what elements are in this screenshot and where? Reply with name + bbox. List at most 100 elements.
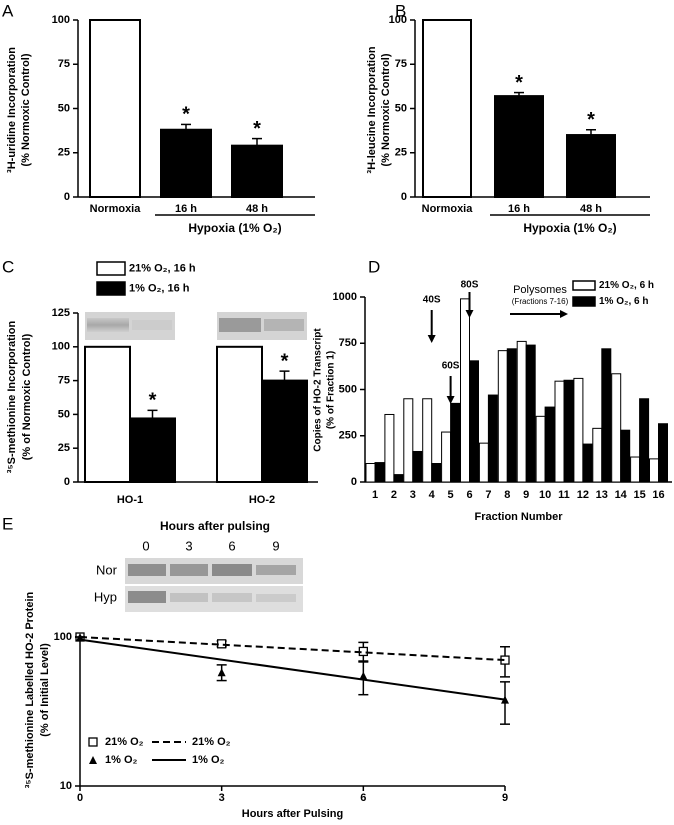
x-tick-label: 8 <box>504 489 510 501</box>
bar <box>478 442 489 483</box>
x-tick-label: 5 <box>448 489 454 501</box>
bar <box>84 345 131 483</box>
legend-swatch <box>96 261 126 276</box>
y-axis-label: Copies of HO-2 Transcript <box>313 328 324 452</box>
bar <box>160 128 212 199</box>
y-tick-label: 75 <box>395 58 407 70</box>
x-tick-label: 3 <box>219 792 225 804</box>
panel-label: D <box>368 257 380 276</box>
legend-label: 21% O₂, 6 h <box>599 280 654 291</box>
y-axis-label: ³⁵S-methionine Labelled HO-2 Protein <box>24 591 36 788</box>
bar <box>469 360 479 483</box>
bar <box>231 144 283 198</box>
y-axis-label: (% of Initial Level) <box>39 643 51 737</box>
y-tick-label: 0 <box>64 191 70 203</box>
bar <box>506 348 517 483</box>
y-tick-label: 10 <box>60 780 72 792</box>
gel-band <box>212 593 252 602</box>
bar <box>261 379 308 484</box>
bar <box>620 429 631 483</box>
arrow-head <box>560 310 568 318</box>
legend-swatch <box>572 296 596 307</box>
significance: * <box>281 350 289 372</box>
bar <box>403 398 414 483</box>
x-axis-label: Hours after Pulsing <box>242 808 343 820</box>
y-tick-label: 75 <box>58 58 70 70</box>
x-tick-label: 48 h <box>246 203 268 215</box>
bar <box>450 402 461 483</box>
x-tick-label: HO-1 <box>117 494 143 506</box>
bar <box>630 456 641 483</box>
y-axis-label: ³H-uridine Incorporation <box>6 47 18 173</box>
bar <box>592 427 603 483</box>
arrow-head <box>446 396 455 404</box>
x-tick-label: 6 <box>466 489 472 501</box>
gel-lane-label: 9 <box>272 538 279 553</box>
bar <box>365 463 376 483</box>
bar <box>535 415 546 483</box>
bar <box>658 423 668 483</box>
legend-label: 1% O₂, 16 h <box>129 282 190 294</box>
x-tick-label: 7 <box>485 489 491 501</box>
legend-marker <box>88 737 98 747</box>
bar <box>431 463 442 483</box>
legend-label: 1% O₂ <box>192 754 225 766</box>
significance: * <box>149 390 157 412</box>
annotation: (Fractions 7-16) <box>512 297 569 306</box>
legend-marker <box>89 756 97 764</box>
gel-band <box>264 319 304 331</box>
y-tick-label: 750 <box>339 337 357 349</box>
x-tick-label: 48 h <box>580 203 602 215</box>
bar <box>554 380 565 483</box>
panel-label: E <box>2 514 13 533</box>
bar <box>611 373 622 483</box>
data-point <box>217 639 227 649</box>
y-axis-label: (% Normoxic Control) <box>380 53 392 166</box>
bar <box>573 377 584 483</box>
bar <box>412 450 423 483</box>
bar <box>544 406 555 483</box>
bar <box>566 134 616 199</box>
x-tick-label: 4 <box>429 489 436 501</box>
x-tick-label: Normoxia <box>90 203 142 215</box>
bar <box>649 458 659 483</box>
gel-band <box>170 593 208 602</box>
y-tick-label: 50 <box>395 102 407 114</box>
y-tick-label: 0 <box>64 476 70 488</box>
arrow-head <box>427 335 436 343</box>
y-tick-label: 500 <box>339 383 357 395</box>
x-tick-label: HO-2 <box>249 494 275 506</box>
x-tick-label: 12 <box>577 489 589 501</box>
gel-lane-label: 0 <box>142 538 149 553</box>
legend-swatch <box>96 281 126 296</box>
panel-label: A <box>2 1 14 20</box>
legend-label: 1% O₂, 6 h <box>599 296 648 307</box>
group-label: Hypoxia (1% O₂) <box>523 221 616 235</box>
annotation: 40S <box>423 295 441 306</box>
group-label: Hypoxia (1% O₂) <box>188 221 281 235</box>
data-point <box>359 671 368 680</box>
bar <box>639 398 650 483</box>
y-tick-label: 125 <box>52 307 70 319</box>
bar <box>601 348 612 483</box>
y-tick-label: 250 <box>339 430 357 442</box>
x-tick-label: 9 <box>523 489 529 501</box>
gel-row-label: Hyp <box>94 589 117 604</box>
annotation: 80S <box>461 280 479 291</box>
gel-band <box>128 564 166 576</box>
gel-band <box>212 564 252 576</box>
gel-lane-label: 3 <box>185 538 192 553</box>
bar <box>216 345 263 483</box>
bar <box>494 95 544 198</box>
y-tick-label: 100 <box>52 341 70 353</box>
gel-band <box>87 318 129 332</box>
bar <box>582 443 593 483</box>
x-tick-label: 2 <box>391 489 397 501</box>
significance: * <box>182 104 190 126</box>
y-axis-label: ³H-leucine Incorporation <box>366 46 378 173</box>
bar <box>422 398 433 483</box>
bar <box>89 19 141 198</box>
x-tick-label: 14 <box>615 489 628 501</box>
y-tick-label: 1000 <box>333 291 357 303</box>
